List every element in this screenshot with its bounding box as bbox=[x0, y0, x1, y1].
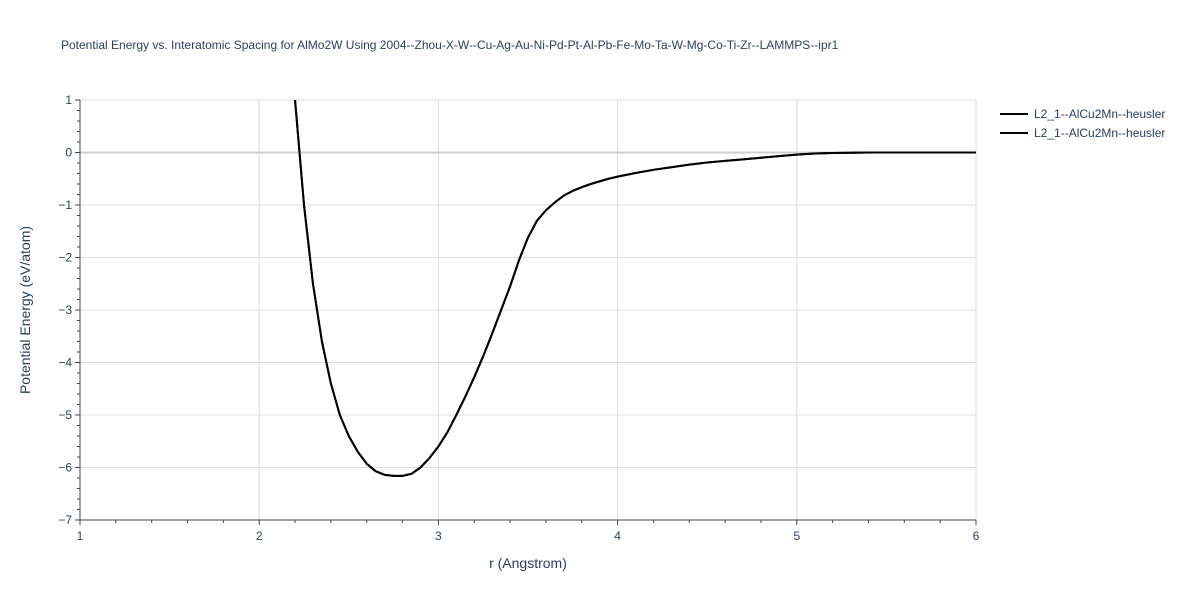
y-tick-label: 0 bbox=[65, 146, 72, 160]
y-tick-label: −7 bbox=[58, 513, 72, 527]
x-tick-label: 5 bbox=[793, 529, 800, 543]
legend-label: L2_1--AlCu2Mn--heusler bbox=[1034, 107, 1165, 121]
x-tick-label: 2 bbox=[256, 529, 263, 543]
legend-item-1[interactable]: L2_1--AlCu2Mn--heusler bbox=[1000, 107, 1165, 121]
y-tick-label: −3 bbox=[58, 303, 72, 317]
x-tick-label: 6 bbox=[973, 529, 980, 543]
x-axis-title: r (Angstrom) bbox=[489, 555, 567, 571]
y-tick-label: −4 bbox=[58, 356, 72, 370]
legend-label: L2_1--AlCu2Mn--heusler bbox=[1034, 126, 1165, 140]
x-tick-label: 1 bbox=[77, 529, 84, 543]
y-tick-label: −6 bbox=[58, 461, 72, 475]
legend-item-2[interactable]: L2_1--AlCu2Mn--heusler bbox=[1000, 126, 1165, 140]
y-tick-label: −5 bbox=[58, 408, 72, 422]
y-axis-title: Potential Energy (eV/atom) bbox=[17, 226, 33, 394]
series-layer bbox=[294, 100, 976, 477]
chart-title: Potential Energy vs. Interatomic Spacing… bbox=[61, 38, 839, 52]
x-tick-label: 4 bbox=[614, 529, 621, 543]
series-line-2 bbox=[294, 100, 976, 477]
series-line-1 bbox=[294, 100, 976, 477]
y-tick-label: −2 bbox=[58, 251, 72, 265]
legend[interactable]: L2_1--AlCu2Mn--heusler L2_1--AlCu2Mn--heu… bbox=[1000, 107, 1165, 140]
axis-layer: 1 2 3 4 5 6 1 0 −1 −2 −3 −4 −5 −6 −7 bbox=[58, 93, 979, 543]
x-tick-label: 3 bbox=[435, 529, 442, 543]
y-tick-label: −1 bbox=[58, 198, 72, 212]
y-tick-label: 1 bbox=[65, 93, 72, 107]
grid-layer bbox=[80, 99, 977, 520]
